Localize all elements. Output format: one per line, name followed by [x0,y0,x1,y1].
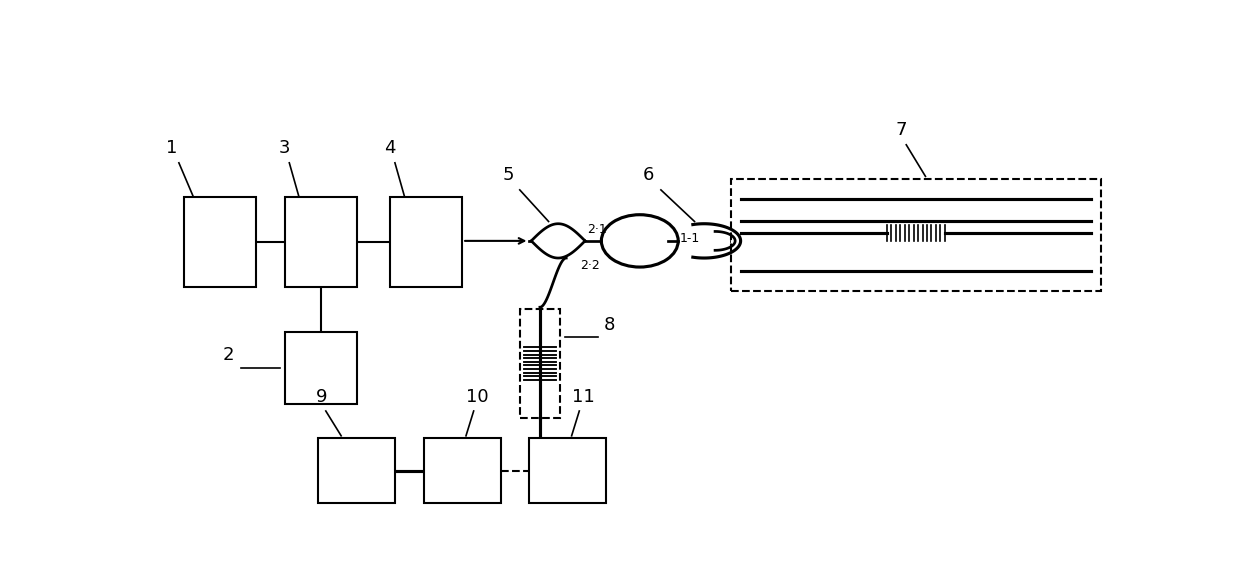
Text: 4: 4 [384,139,396,157]
Text: 5: 5 [503,166,514,184]
Bar [318,438,395,503]
Text: 2: 2 [223,346,234,363]
Bar [520,309,560,418]
Text: 9: 9 [316,387,327,406]
Bar [183,197,255,287]
Text: 10: 10 [466,387,489,406]
Bar [529,438,606,503]
Text: 7: 7 [896,121,907,139]
Bar [390,197,462,287]
Text: 2·2: 2·2 [580,259,600,272]
Text: 6: 6 [643,166,654,184]
Text: 8: 8 [603,316,615,334]
Bar [285,197,357,287]
Text: 2·1: 2·1 [587,223,607,236]
Text: 11: 11 [571,387,595,406]
Bar [285,332,357,404]
Text: 1: 1 [166,139,178,157]
Bar [424,438,501,503]
Text: 3: 3 [279,139,290,157]
Bar [731,179,1100,291]
Text: 1-1: 1-1 [680,232,700,245]
